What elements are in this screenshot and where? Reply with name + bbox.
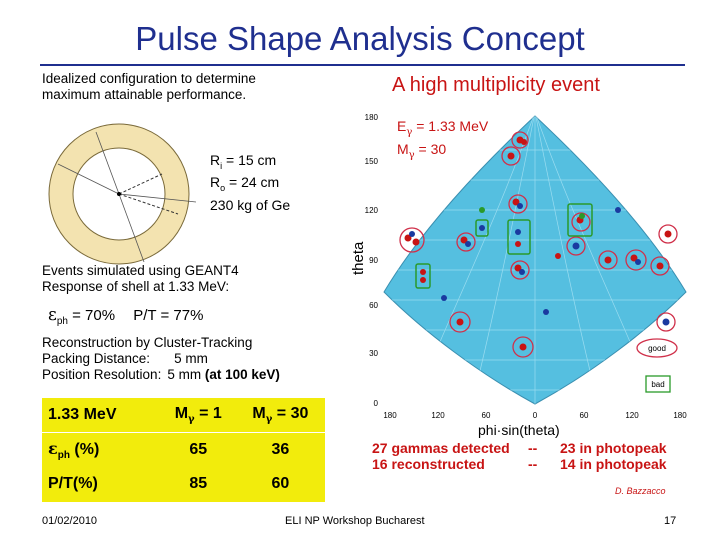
- event-parameters: Eγ = 1.33 MeV Mγ = 30: [397, 118, 488, 164]
- reconstruction-text: Reconstruction by Cluster-Tracking Packi…: [42, 335, 280, 383]
- results-table: 1.33 MeV Mγ = 1 Mγ = 30 εph (%) 65 36 P/…: [42, 398, 325, 502]
- bad-clusters: [415, 203, 593, 289]
- shell-geometry-diagram: [48, 123, 197, 265]
- detector-mass: 230 kg of Ge: [210, 196, 291, 213]
- y-ticks: 180 150 120 90 60 30 0: [365, 113, 379, 408]
- outer-radius: Ro = 24 cm: [210, 174, 280, 194]
- title-underline: [40, 64, 685, 66]
- legend-good: good: [648, 344, 666, 353]
- y-tick-label: 30: [369, 349, 378, 358]
- page-number: 17: [664, 515, 677, 527]
- x-tick-label: 0: [533, 411, 538, 420]
- interaction-points: [404, 136, 672, 351]
- y-tick-label: 90: [369, 256, 378, 265]
- intro-line-1: Idealized configuration to determine: [42, 71, 256, 86]
- y-tick-label: 120: [365, 206, 379, 215]
- header-energy: 1.33 MeV: [42, 398, 161, 433]
- x-tick-label: 180: [673, 411, 687, 420]
- recon-line-1: Reconstruction by Cluster-Tracking: [42, 335, 253, 350]
- row-label-pt: P/T(%): [48, 475, 98, 492]
- event-heading: A high multiplicity event: [392, 74, 600, 96]
- pt-value-m1: 85: [189, 475, 208, 492]
- legend: good bad: [636, 338, 678, 393]
- header-mult-1: Mγ = 1: [160, 398, 236, 433]
- x-axis-label: phi·sin(theta): [478, 422, 560, 438]
- y-tick-label: 0: [374, 399, 379, 408]
- y-tick-label: 60: [369, 301, 378, 310]
- simulation-text: Events simulated using GEANT4 Response o…: [42, 263, 239, 295]
- summary-line-1: 27 gammas detected -- 23 in photopeak: [372, 440, 667, 456]
- x-tick-label: 120: [431, 411, 445, 420]
- peak-total: P/T = 77%: [133, 307, 204, 324]
- x-tick-label: 120: [625, 411, 639, 420]
- sim-line-1: Events simulated using GEANT4: [42, 263, 239, 278]
- intro-text: Idealized configuration to determine max…: [42, 71, 256, 103]
- y-tick-label: 180: [365, 113, 379, 122]
- footer-date: 01/02/2010: [42, 515, 98, 527]
- row-label-eps: εph (%): [48, 438, 100, 462]
- x-tick-label: 60: [580, 411, 589, 420]
- table-row-pt: P/T(%) 85 60: [42, 467, 325, 501]
- footer-event: ELI NP Workshop Bucharest: [285, 515, 425, 527]
- legend-bad: bad: [651, 380, 664, 389]
- intro-line-2: maximum attainable performance.: [42, 87, 247, 102]
- pt-value-m30: 60: [271, 475, 290, 492]
- eps-value-m30: 36: [271, 441, 290, 458]
- gamma-multiplicity: Mγ = 30: [397, 140, 447, 161]
- gamma-energy: Eγ = 1.33 MeV: [397, 118, 489, 138]
- y-tick-label: 150: [365, 157, 379, 166]
- x-ticks: 180 120 60 0 60 120 180: [383, 411, 687, 420]
- table-header-row: 1.33 MeV Mγ = 1 Mγ = 30: [42, 398, 325, 433]
- inner-radius: Ri = 15 cm: [210, 152, 277, 171]
- x-tick-label: 60: [482, 411, 491, 420]
- table-row-efficiency: εph (%) 65 36: [42, 433, 325, 468]
- event-summary: 27 gammas detected -- 23 in photopeak 16 r…: [372, 440, 667, 472]
- recon-line-3: Position Resolution: 5 mm (at 100 keV): [42, 367, 280, 382]
- recon-line-2: Packing Distance: 5 mm: [42, 351, 208, 366]
- efficiency-line: εph = 70% P/T = 77%: [48, 305, 204, 327]
- shell-parameters: Ri = 15 cm Ro = 24 cm 230 kg of Ge: [210, 152, 290, 213]
- header-mult-30: Mγ = 30: [235, 398, 325, 433]
- y-axis-label: theta: [350, 241, 367, 275]
- good-clusters: [399, 131, 678, 358]
- event-map: 180 150 120 90 60 30 0 180 120 60 0 60 1…: [365, 113, 688, 420]
- eps-value-m1: 65: [189, 441, 208, 458]
- slide-title: Pulse Shape Analysis Concept: [135, 20, 585, 57]
- summary-line-2: 16 reconstructed -- 14 in photopeak: [372, 456, 667, 472]
- x-tick-label: 180: [383, 411, 397, 420]
- sim-line-2: Response of shell at 1.33 MeV:: [42, 279, 230, 294]
- credit: D. Bazzacco: [615, 486, 666, 496]
